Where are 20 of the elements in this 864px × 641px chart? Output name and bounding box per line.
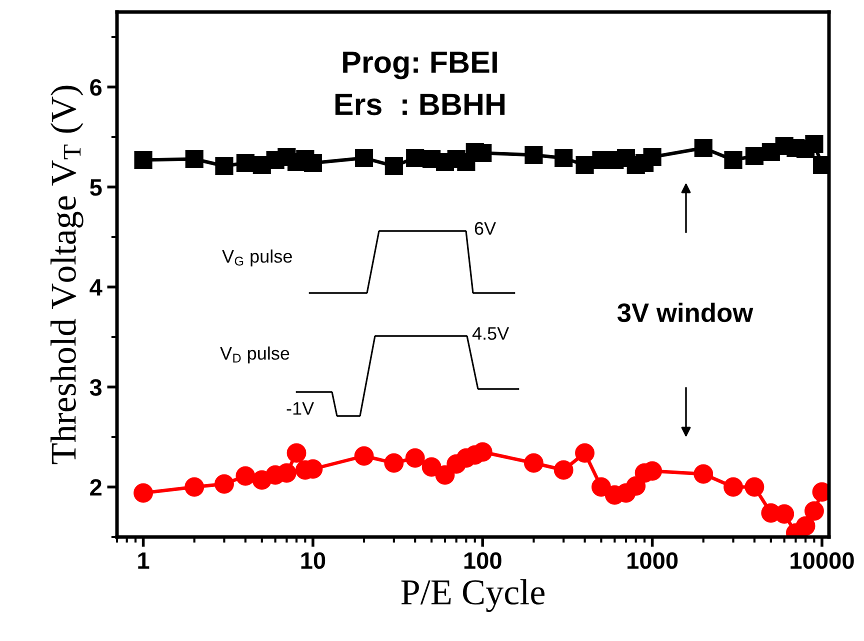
annotation: V$_{D}$ pulse [220,346,290,364]
y-tick-label: 3 [90,379,102,396]
y-tick-label: 4 [90,279,102,296]
x-axis-title: P/E Cycle [401,579,544,612]
x-tick-label: 1 [138,552,150,569]
annotation: 4.5V [472,327,510,340]
x-tick-label: 1000 [628,552,678,569]
x-tick-label: 10000 [790,552,854,569]
x-tick-label: 10 [301,552,326,569]
x-tick-label: 100 [464,552,502,569]
y-tick-label: 5 [90,179,102,196]
y-tick-label: 6 [90,79,102,96]
annotation: Prog: FBEI [343,52,497,80]
annotation: 6V [474,222,496,235]
y-tick-label: 2 [90,479,102,496]
annotation: -1V [286,402,314,415]
annotation: Ers : BBHH [335,94,505,116]
annotation: 3V window [617,302,754,322]
annotation: V$_{G}$ pulse [222,250,292,266]
y-axis-title: Threshold Voltage V$_{T}$ (V) [50,86,84,464]
